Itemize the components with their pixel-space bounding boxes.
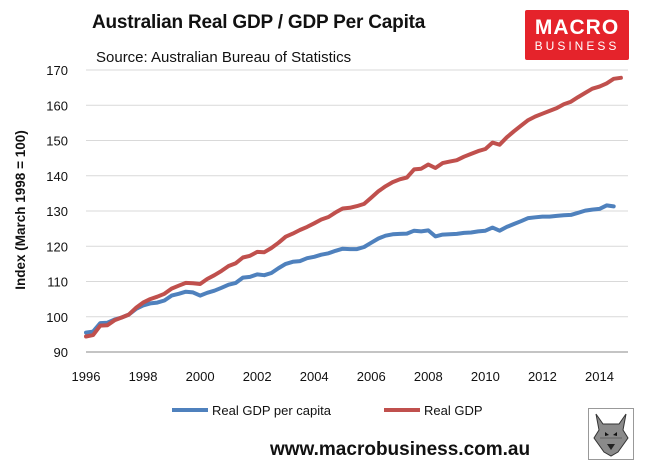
x-tick-label: 2004 xyxy=(300,369,329,384)
logo-line-2: BUSINESS xyxy=(534,39,620,53)
y-tick-label: 100 xyxy=(46,310,68,325)
x-tick-label: 2012 xyxy=(528,369,557,384)
wolf-icon xyxy=(588,408,634,460)
x-tick-label: 2002 xyxy=(243,369,272,384)
line-chart: 90 100 110 120 130 140 150 160 170 1996 1998 2000 2… xyxy=(13,63,628,418)
y-axis-label: Index (March 1998 = 100) xyxy=(13,130,28,289)
series-line-real-gdp xyxy=(84,75,623,339)
chart-title: Australian Real GDP / GDP Per Capita xyxy=(92,12,426,33)
x-tick-label: 1996 xyxy=(72,369,101,384)
legend: Real GDP per capita Real GDP xyxy=(172,403,483,418)
x-tick-label: 2014 xyxy=(585,369,614,384)
y-tick-label: 170 xyxy=(46,63,68,78)
legend-label: Real GDP per capita xyxy=(212,403,332,418)
x-axis-tick-labels: 1996 1998 2000 2002 2004 2006 2008 2010 2012 2014 xyxy=(72,369,614,384)
y-tick-label: 110 xyxy=(47,275,68,290)
website-url: www.macrobusiness.com.au xyxy=(270,439,531,460)
y-tick-label: 140 xyxy=(46,169,68,184)
x-tick-label: 2006 xyxy=(357,369,386,384)
y-tick-label: 90 xyxy=(54,345,68,360)
y-tick-label: 160 xyxy=(46,98,68,113)
y-tick-label: 130 xyxy=(46,204,68,219)
x-tick-label: 1998 xyxy=(129,369,158,384)
y-tick-label: 120 xyxy=(46,239,68,254)
gridlines xyxy=(86,69,628,318)
x-tick-label: 2010 xyxy=(471,369,500,384)
series-lines xyxy=(84,75,623,339)
series-line-real-gdp-per-capita xyxy=(84,203,616,335)
x-tick-label: 2000 xyxy=(186,369,215,384)
macrobusiness-logo: MACRO BUSINESS xyxy=(525,10,629,60)
legend-label: Real GDP xyxy=(424,403,483,418)
chart-subtitle: Source: Australian Bureau of Statistics xyxy=(96,49,352,66)
logo-line-1: MACRO xyxy=(534,16,620,39)
y-axis-tick-labels: 90 100 110 120 130 140 150 160 170 xyxy=(46,63,68,360)
y-tick-label: 150 xyxy=(46,134,68,149)
x-tick-label: 2008 xyxy=(414,369,443,384)
